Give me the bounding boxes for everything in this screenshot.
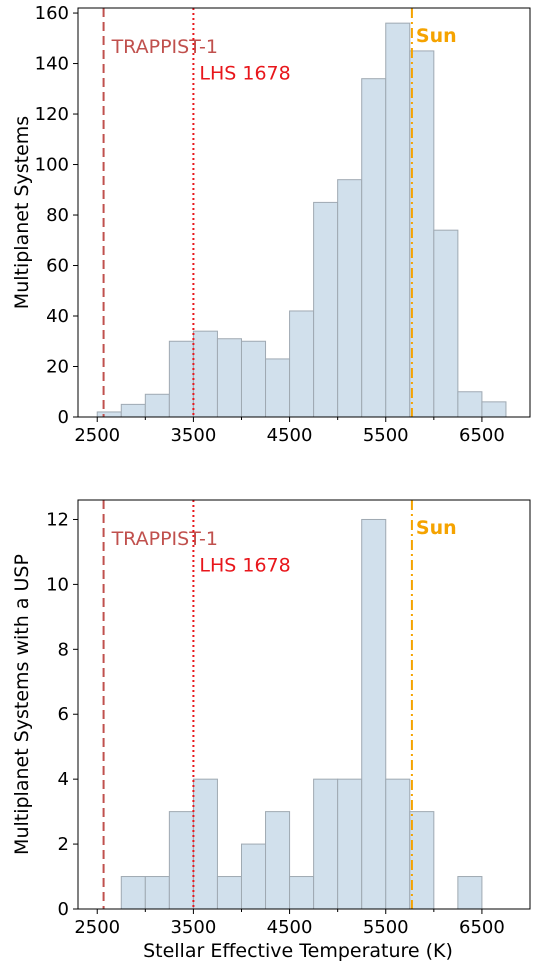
- x-tick-label: 2500: [74, 425, 120, 446]
- histogram-bar: [120, 403, 146, 418]
- y-tick-label: 6: [58, 704, 69, 725]
- y-tick-label: 0: [58, 899, 69, 920]
- histogram-bar: [144, 876, 170, 910]
- histogram-bar: [457, 876, 483, 910]
- histogram-bar: [385, 22, 411, 418]
- plot-frame: [77, 499, 531, 910]
- histogram-bar: [409, 811, 435, 910]
- histogram-bar: [192, 330, 218, 418]
- histogram-bar: [457, 391, 483, 418]
- x-tick-label: 4500: [267, 425, 313, 446]
- histogram-bar: [409, 50, 435, 418]
- reference-line-label: TRAPPIST-1: [111, 528, 218, 550]
- x-tick-label: 6500: [459, 917, 505, 938]
- x-tick-label: 3500: [170, 425, 216, 446]
- histogram-bar: [240, 843, 267, 910]
- histogram-bar: [240, 340, 267, 418]
- histogram-bar: [313, 201, 339, 418]
- y-tick-label: 60: [46, 256, 69, 277]
- y-tick-label: 4: [58, 769, 69, 790]
- histogram-bar: [265, 358, 291, 418]
- reference-line-label: Sun: [416, 517, 457, 539]
- y-tick-label: 2: [58, 834, 69, 855]
- histogram-bar: [337, 179, 363, 418]
- y-tick-label: 20: [46, 357, 69, 378]
- y-tick-label: 10: [46, 574, 69, 595]
- reference-line-label: TRAPPIST-1: [111, 36, 218, 58]
- histogram-bar: [168, 811, 194, 910]
- histogram-bar: [337, 778, 363, 910]
- histogram-bar: [216, 876, 242, 910]
- histogram-bar: [168, 340, 194, 418]
- histogram-bar: [361, 78, 387, 418]
- histogram-bar: [385, 778, 411, 910]
- y-axis-label: Multiplanet Systems with a USP: [11, 554, 33, 855]
- x-tick-label: 4500: [267, 917, 313, 938]
- x-tick-label: 2500: [74, 917, 120, 938]
- y-tick-label: 140: [35, 54, 69, 75]
- bottom-histogram-panel: TRAPPIST-1 LHS 1678 Sun 0 2 4 6 8 10 12 2500 3500 45…: [11, 499, 531, 962]
- histogram-bar: [265, 811, 291, 910]
- histogram-bar: [481, 401, 507, 418]
- histogram-bar: [216, 338, 242, 418]
- reference-line-label: LHS 1678: [199, 62, 290, 84]
- histogram-bar: [313, 778, 339, 910]
- x-tick-label: 6500: [459, 425, 505, 446]
- y-tick-label: 120: [35, 104, 69, 125]
- y-tick-label: 160: [35, 3, 69, 24]
- histogram-bar: [144, 393, 170, 418]
- reference-line-label: Sun: [416, 25, 457, 47]
- histogram-bar: [192, 778, 218, 910]
- y-tick-label: 8: [58, 639, 69, 660]
- histogram-bar: [120, 876, 146, 910]
- x-tick-label: 5500: [363, 425, 409, 446]
- plot-frame: [77, 7, 531, 418]
- y-tick-label: 80: [46, 205, 69, 226]
- top-histogram-panel: TRAPPIST-1 LHS 1678 Sun 0 20 40 60 80 100 120 140 1…: [11, 3, 531, 446]
- histogram-bar: [289, 310, 315, 418]
- x-tick-label: 3500: [170, 917, 216, 938]
- histogram-bar: [96, 411, 122, 418]
- y-tick-label: 40: [46, 306, 69, 327]
- x-axis-label: Stellar Effective Temperature (K): [143, 940, 453, 962]
- histogram-bar: [361, 518, 387, 910]
- histogram-bar: [289, 876, 315, 910]
- histogram-bar: [433, 229, 459, 418]
- x-tick-label: 5500: [363, 917, 409, 938]
- y-tick-label: 12: [46, 509, 69, 530]
- reference-line-label: LHS 1678: [199, 554, 290, 576]
- y-tick-label: 100: [35, 155, 69, 176]
- y-tick-label: 0: [58, 407, 69, 428]
- y-axis-label: Multiplanet Systems: [11, 116, 33, 309]
